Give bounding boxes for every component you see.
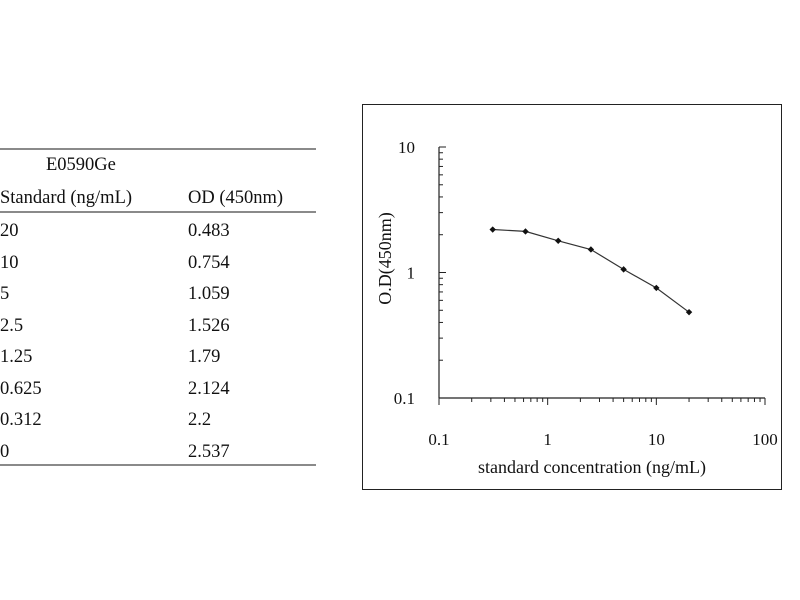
y-tick-label: 10 (398, 138, 415, 157)
cell-standard: 20 (0, 221, 19, 241)
cell-od: 1.79 (188, 347, 221, 367)
data-point-marker (587, 246, 595, 253)
table-bottom-rule (0, 464, 316, 466)
x-tick-label: 0.1 (428, 430, 449, 449)
series-line (492, 228, 690, 313)
cell-od: 2.2 (188, 410, 212, 430)
x-tick-label: 1 (543, 430, 552, 449)
cell-standard: 0.625 (0, 378, 42, 399)
y-axis-label: O.D(450nm) (375, 212, 396, 305)
cell-standard: 10 (0, 252, 19, 273)
chart-svg: 0.1 1 10 100 0.1 1 10 standard concentration (… (375, 138, 778, 478)
cell-standard: 1.25 (0, 347, 33, 367)
y-tick-label: 0.1 (394, 389, 415, 408)
table-top-rule (0, 148, 316, 150)
x-tick-label: 10 (648, 430, 665, 449)
header-od: OD (450nm) (188, 188, 284, 208)
cell-standard: 0.312 (0, 410, 42, 430)
data-point-marker (554, 237, 562, 244)
cell-od: 1.059 (188, 284, 230, 304)
axis-ticks (438, 146, 766, 405)
data-point-marker (685, 308, 693, 316)
cell-od: 2.537 (188, 441, 230, 462)
cell-od: 2.124 (188, 378, 230, 399)
chart-frame: 0.1 1 10 100 0.1 1 10 standard concentration (… (362, 104, 782, 490)
cell-od: 0.483 (188, 221, 230, 241)
x-tick-label: 100 (752, 430, 778, 449)
tick-labels: 0.1 1 10 100 0.1 1 10 (394, 138, 778, 449)
data-point-marker (620, 266, 627, 273)
series-markers (489, 226, 693, 316)
data-point-marker (489, 226, 496, 233)
data-point-marker (522, 228, 529, 235)
header-standard: Standard (ng/mL) (0, 188, 133, 208)
table-caption: E0590Ge (46, 155, 116, 175)
x-axis-label: standard concentration (ng/mL) (478, 457, 706, 478)
cell-standard: 5 (0, 284, 10, 304)
cell-od: 0.754 (188, 252, 230, 273)
y-tick-label: 1 (407, 264, 416, 283)
cell-standard: 2.5 (0, 315, 24, 336)
cell-standard: 0 (0, 441, 10, 462)
cell-od: 1.526 (188, 315, 230, 336)
table-header-rule (0, 211, 316, 213)
